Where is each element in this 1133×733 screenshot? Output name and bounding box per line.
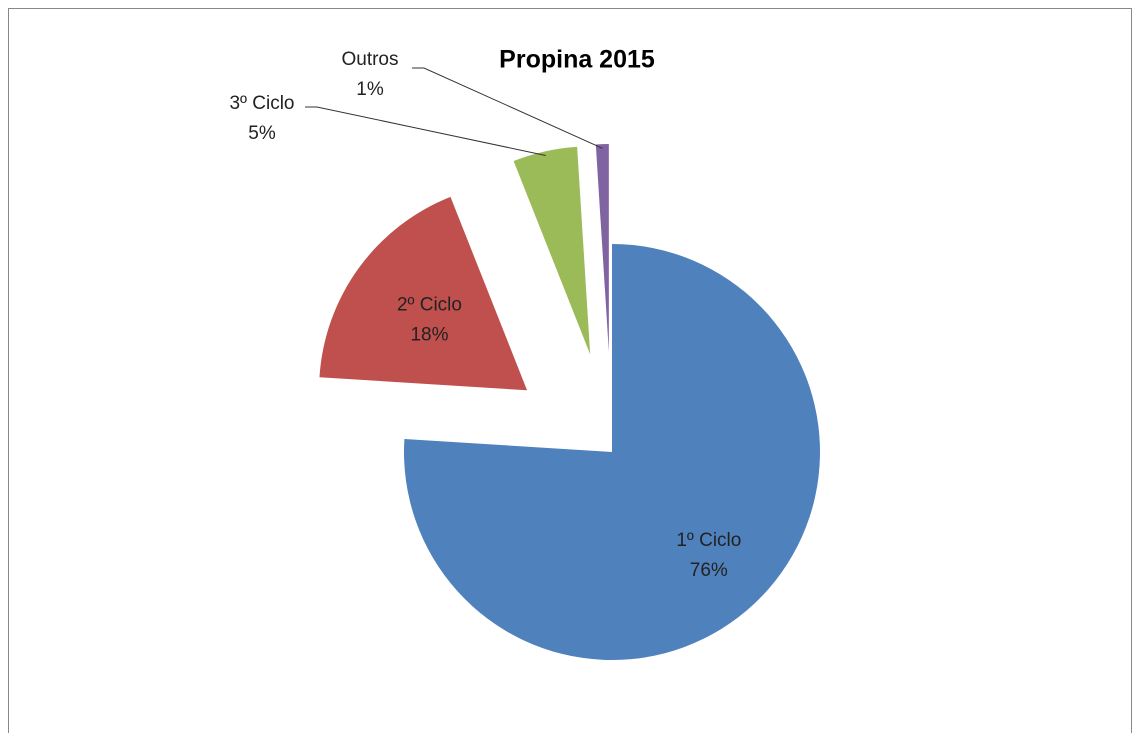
slice-value-label: 18% xyxy=(410,324,448,345)
pie-slice xyxy=(404,244,821,660)
pie-slice xyxy=(513,146,591,355)
slice-label: 2º Ciclo xyxy=(397,294,462,315)
slice-value-label: 5% xyxy=(248,123,276,144)
leader-line xyxy=(305,106,546,156)
leader-line xyxy=(412,67,603,149)
slice-label: 3º Ciclo xyxy=(229,93,294,114)
pie-slice xyxy=(319,196,528,391)
slice-value-label: 1% xyxy=(356,79,384,100)
slice-label: 1º Ciclo xyxy=(676,530,741,551)
slice-label: Outros xyxy=(341,49,398,70)
chart-title: Propina 2015 xyxy=(499,46,655,74)
slice-value-label: 76% xyxy=(690,560,728,581)
pie-slice xyxy=(595,144,609,353)
